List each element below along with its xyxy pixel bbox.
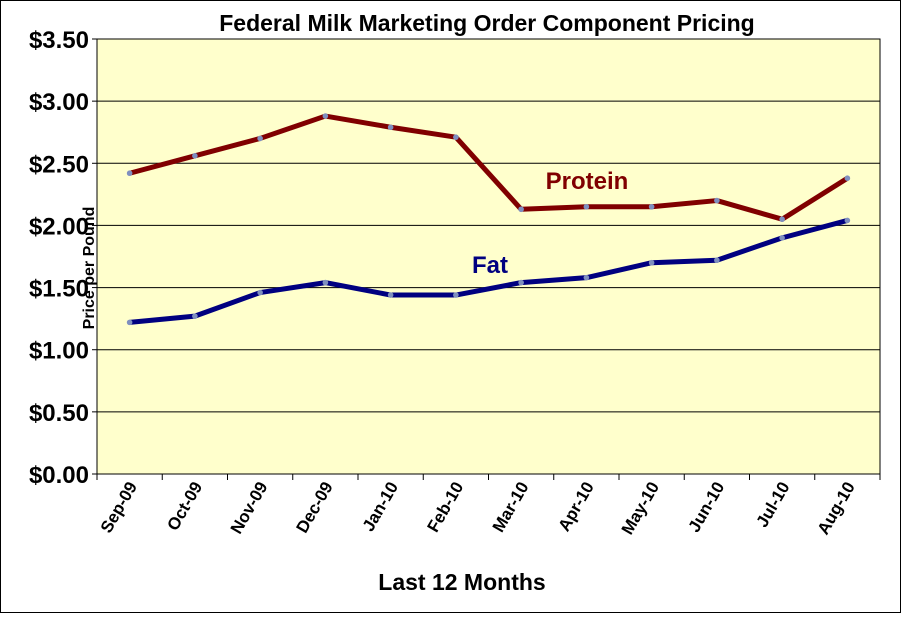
data-point-fat (583, 274, 590, 281)
data-point-fat (387, 292, 394, 298)
y-axis-ticks: $0.00 $0.50 $1.00 $1.50 $2.00 $2.50 $3.00 $3.50 (29, 27, 97, 489)
x-axis-label: Last 12 Months (378, 569, 545, 595)
data-point-fat (192, 313, 198, 319)
data-point-protein (257, 135, 263, 142)
data-point-protein (583, 203, 590, 210)
data-point-protein (779, 216, 785, 223)
y-axis-label: Price per Pound (81, 207, 98, 330)
data-point-protein (387, 124, 394, 131)
data-point-fat (714, 257, 720, 264)
data-point-fat (453, 292, 459, 298)
chart-title: Federal Milk Marketing Order Component P… (219, 10, 754, 36)
y-tick-label: $2.00 (29, 213, 89, 240)
y-tick-label: $3.00 (29, 89, 89, 116)
data-point-protein (192, 153, 198, 159)
y-tick-label: $1.50 (29, 276, 89, 303)
data-point-protein (714, 197, 720, 204)
data-point-fat (126, 319, 133, 326)
data-point-protein (322, 113, 329, 119)
series-lines (126, 113, 851, 326)
data-point-protein (518, 206, 524, 213)
series-label-fat: Fat (472, 252, 508, 279)
y-tick-label: $0.00 (29, 462, 89, 489)
y-tick-label: $3.50 (29, 27, 89, 54)
data-point-protein (453, 134, 459, 140)
data-point-fat (257, 289, 263, 296)
data-point-fat (322, 279, 329, 286)
series-line-protein (128, 113, 849, 222)
data-point-fat (518, 279, 524, 286)
data-point-fat (779, 235, 785, 241)
y-tick-label: $0.50 (29, 400, 89, 427)
data-point-fat (844, 217, 851, 224)
y-tick-label: $2.50 (29, 151, 89, 178)
plot-area (96, 38, 881, 475)
data-point-fat (648, 259, 655, 266)
series-label-protein: Protein (546, 168, 629, 195)
series-line-fat (129, 218, 849, 325)
data-point-protein (844, 175, 851, 181)
y-tick-label: $1.00 (29, 338, 89, 365)
data-point-protein (648, 203, 655, 210)
data-point-protein (126, 170, 133, 177)
